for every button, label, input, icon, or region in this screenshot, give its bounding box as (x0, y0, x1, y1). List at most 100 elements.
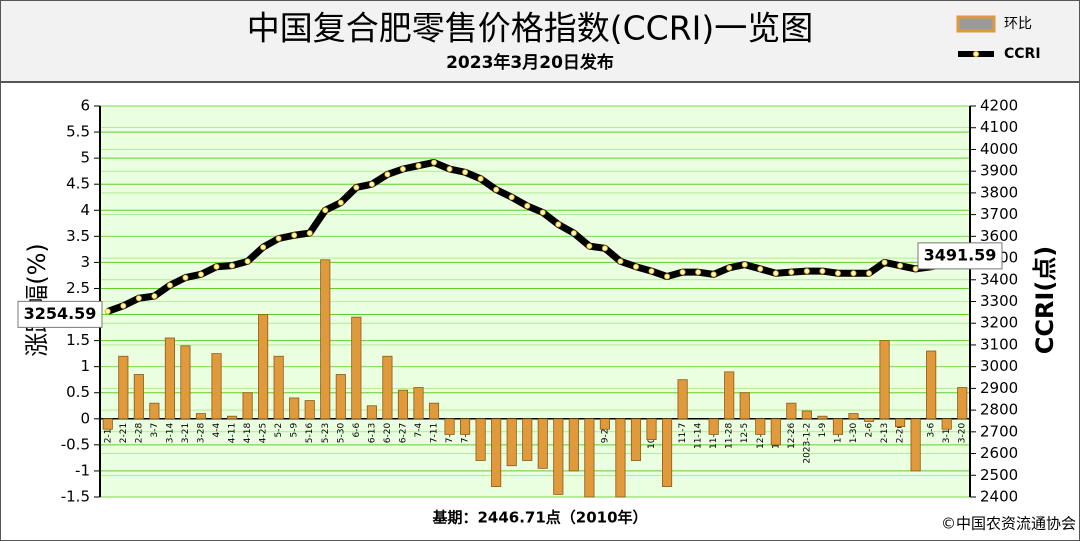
bar (739, 392, 750, 420)
line-point (601, 245, 608, 252)
x-tick-label: 2-14 (103, 423, 113, 444)
bar (149, 402, 160, 420)
x-tick-label: 7-4 (414, 423, 424, 438)
x-tick-label: 2023-1-2 (802, 423, 812, 464)
line-point (757, 265, 764, 272)
line-point (524, 202, 531, 209)
line-point (182, 274, 189, 281)
x-tick-label: 2-13 (880, 423, 890, 443)
x-tick-label: 3-28 (196, 423, 206, 444)
chart-title: 中国复合肥零售价格指数(CCRI)一览图 (247, 9, 814, 48)
y2-tick-label: 2900 (980, 379, 1018, 397)
bar (615, 418, 626, 498)
y-tick-label: 3.5 (66, 227, 90, 245)
x-tick-label: 2-21 (119, 423, 129, 443)
bar (335, 374, 346, 420)
x-tick-label: 6-6 (352, 423, 362, 438)
line-point (260, 244, 267, 251)
line-point (322, 207, 329, 214)
bar (382, 355, 393, 420)
line-point (229, 262, 236, 269)
y-tick-label: 2.5 (66, 279, 90, 297)
y-tick-label: 0.5 (66, 383, 90, 401)
bar (661, 418, 673, 487)
y2-tick-label: 4000 (980, 140, 1018, 158)
bar (242, 392, 253, 420)
bar (879, 340, 890, 420)
bar (926, 350, 937, 420)
x-tick-label: 4-25 (259, 423, 269, 443)
y2-tick-label: 2700 (980, 422, 1018, 440)
bar (118, 355, 129, 420)
bar (506, 418, 517, 467)
line-point (881, 259, 888, 266)
source: ©中国农资流通协会 (941, 515, 1076, 533)
line-point (897, 262, 904, 269)
x-tick-label: 1-9 (818, 423, 828, 438)
bar (724, 371, 735, 420)
chart-subtitle: 2023年3月20日发布 (446, 52, 614, 73)
bar (289, 397, 300, 420)
line-point (384, 171, 391, 178)
bar (895, 418, 906, 428)
x-tick-label: 2-6 (865, 423, 875, 438)
x-tick-label: 11-14 (694, 423, 704, 449)
y2-tick-label: 3000 (980, 357, 1018, 375)
x-tick-label: 3-13 (942, 423, 952, 443)
x-tick-label: 5-30 (336, 423, 346, 444)
y-tick-label: 1 (80, 357, 90, 375)
line-point (648, 268, 655, 275)
y-tick-label: -1.5 (61, 488, 90, 506)
x-tick-label: 5-2 (274, 423, 284, 438)
y2-tick-label: 2800 (980, 401, 1018, 419)
line-point (275, 235, 282, 242)
line-point (477, 175, 484, 182)
x-tick-label: 2-20 (896, 423, 906, 444)
bar (180, 345, 191, 420)
x-tick-label: 3-20 (958, 423, 968, 444)
bar (630, 418, 642, 461)
line-point (850, 270, 857, 277)
bar (366, 405, 377, 420)
line-point (213, 263, 220, 270)
y-tick-label: 4 (80, 201, 90, 219)
line-point (244, 258, 251, 265)
y-tick-label: 3 (80, 253, 90, 271)
bar (848, 413, 859, 420)
y2-tick-label: 3400 (980, 270, 1018, 288)
y-tick-label: 5 (80, 149, 90, 167)
y2-tick-label: 3200 (980, 314, 1018, 332)
line-point (306, 230, 313, 237)
bar (211, 353, 222, 420)
x-tick-label: 6-27 (398, 423, 408, 443)
bar (475, 418, 486, 461)
line-point (431, 159, 438, 166)
line-point (741, 261, 748, 268)
line-point (632, 263, 639, 270)
x-tick-label: 5-16 (305, 423, 315, 444)
y2-tick-label: 2600 (980, 444, 1018, 462)
y2-tick-label: 3100 (980, 335, 1018, 353)
line-point (664, 273, 671, 280)
x-tick-label: 4-4 (212, 423, 222, 438)
line-point (726, 264, 733, 271)
line-point (570, 230, 577, 237)
x-tick-label: 5-9 (290, 423, 300, 438)
y2-tick-label: 4200 (980, 97, 1018, 115)
bar (801, 410, 812, 420)
bar (957, 387, 968, 420)
line-point (772, 270, 779, 277)
line-point (695, 269, 702, 276)
bar (397, 389, 409, 420)
x-tick-label: 6-20 (383, 423, 393, 444)
line-point (446, 165, 453, 172)
y2-tick-label: 4100 (980, 118, 1018, 136)
y-axis-label: 涨跌幅(%) (23, 243, 51, 357)
bar (444, 418, 455, 435)
line-point (555, 221, 562, 228)
x-tick-label: 3-6 (927, 423, 937, 438)
line-point (291, 232, 298, 239)
line-point (415, 162, 422, 169)
bar (537, 418, 548, 469)
